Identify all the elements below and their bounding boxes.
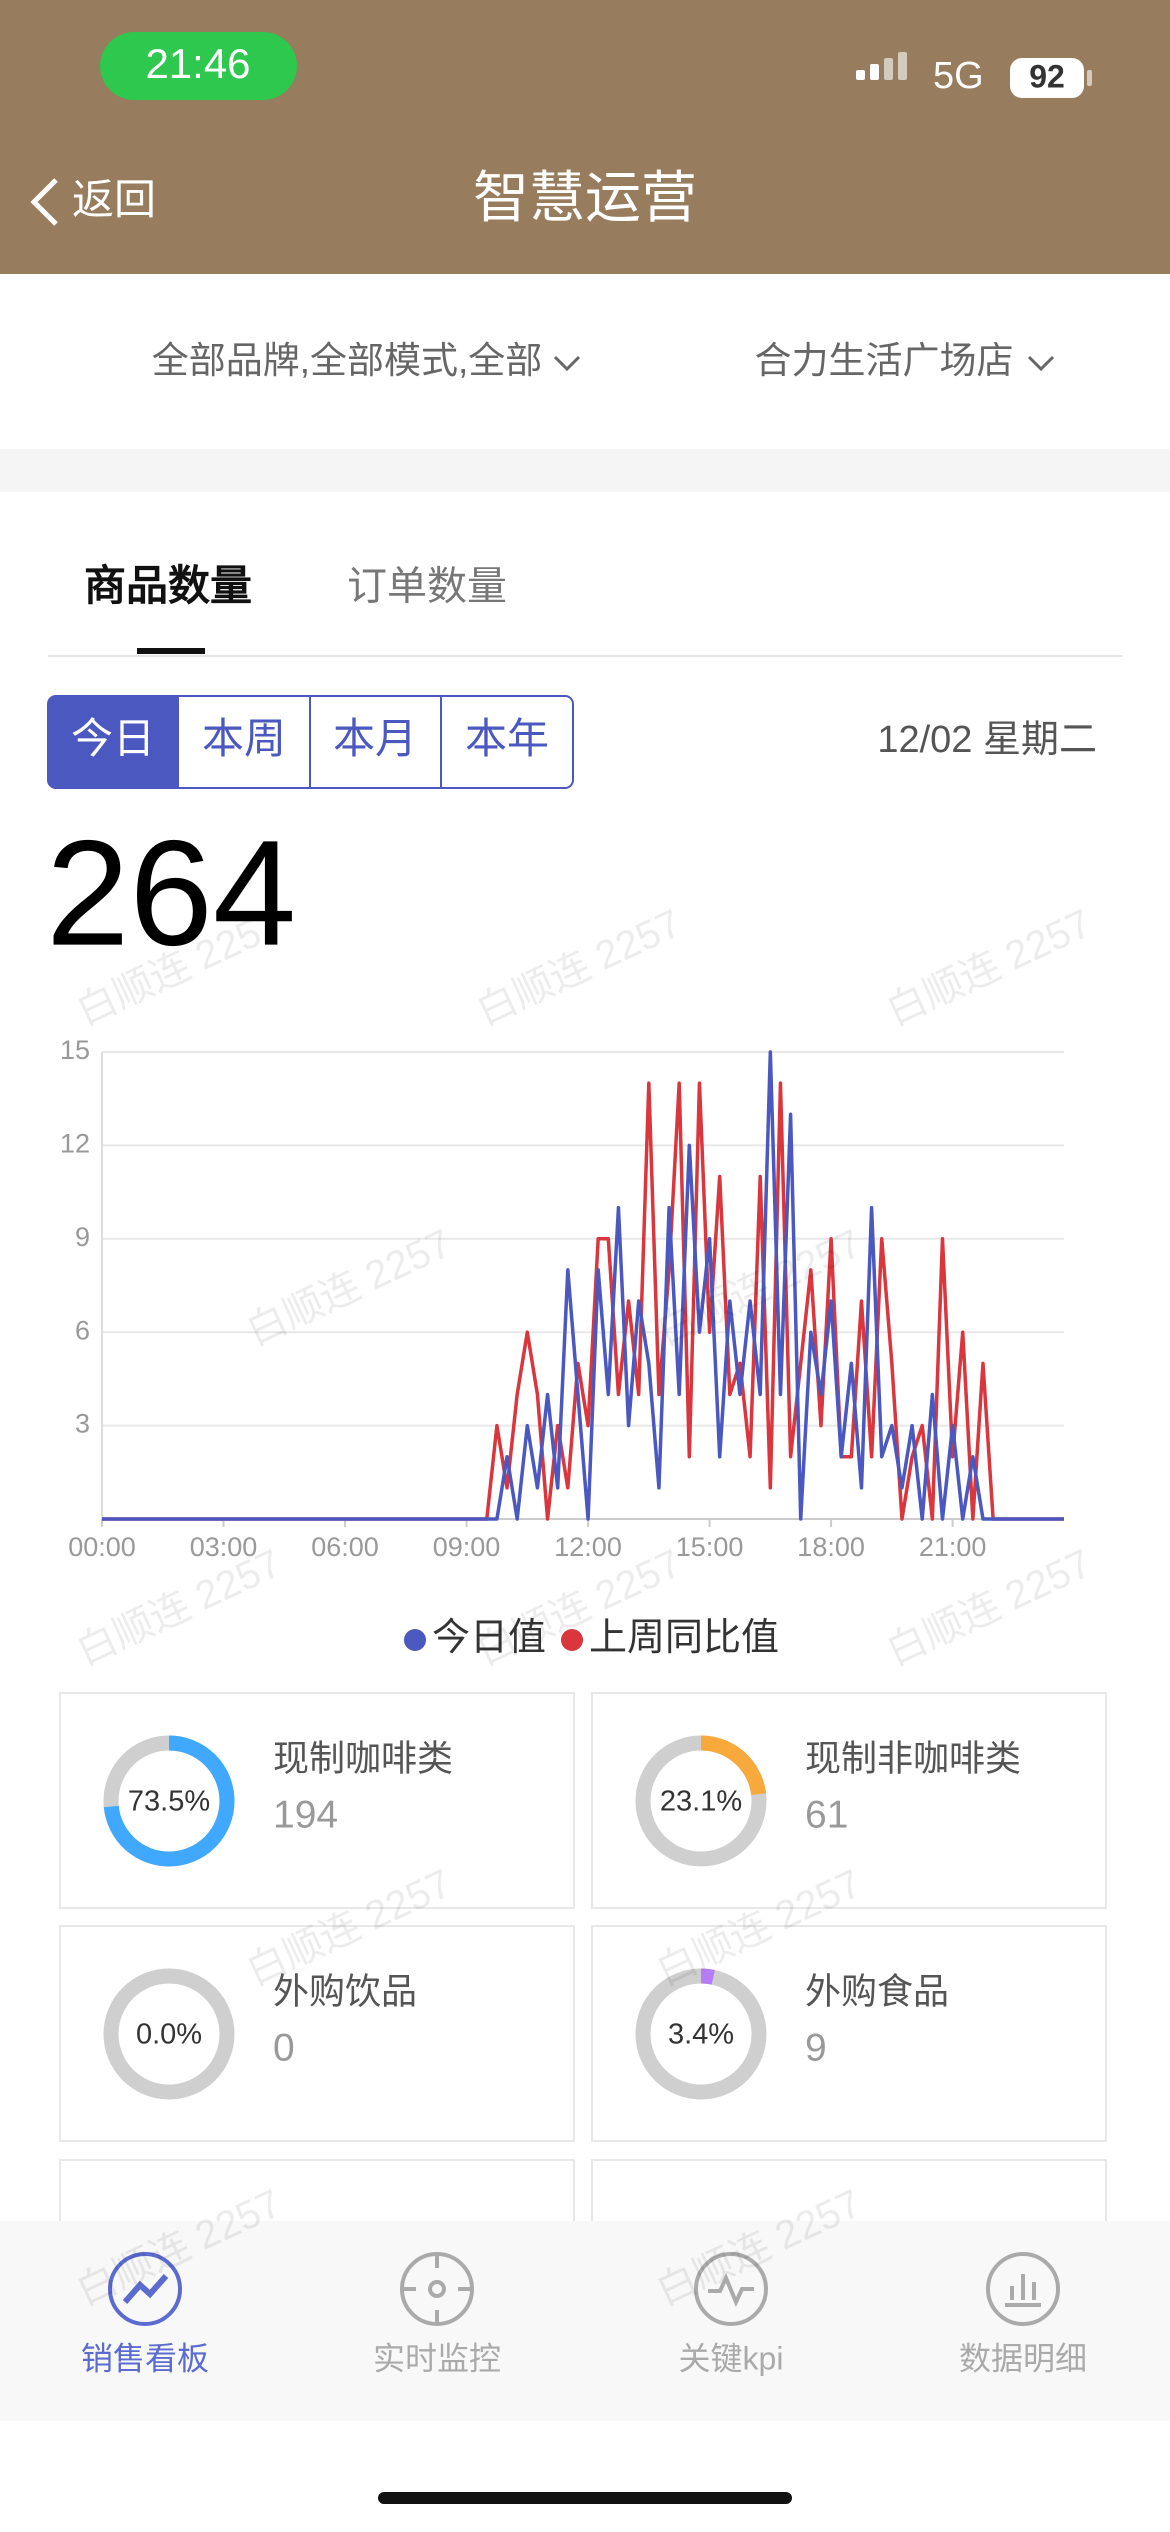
donut-arc: [103, 1735, 235, 1867]
home-indicator: [378, 2492, 792, 2504]
y-tick-label: 3: [75, 1409, 90, 1439]
brand-filter[interactable]: 全部品牌,全部模式,全部: [152, 340, 543, 381]
page-title: 智慧运营: [473, 166, 697, 229]
x-tick-label: 12:00: [554, 1532, 622, 1562]
back-icon[interactable]: [30, 178, 58, 226]
signal-icon: [856, 52, 907, 80]
y-tick-label: 15: [60, 1035, 90, 1065]
donut-arc: [635, 1735, 767, 1867]
donut-arc: [635, 1968, 767, 2100]
time-pill: [100, 32, 297, 100]
nav-icon[interactable]: [108, 2252, 1060, 2326]
donut-label: 3.4%: [668, 2019, 734, 2051]
tab-underline: [137, 648, 205, 654]
network-label: 5G: [933, 55, 984, 97]
dropdown-icon[interactable]: [553, 355, 581, 372]
back-button[interactable]: 返回: [72, 176, 156, 223]
x-tick-label: 03:00: [190, 1532, 258, 1562]
card-name: 现制咖啡类: [273, 1738, 453, 1779]
y-tick-label: 12: [60, 1129, 90, 1159]
battery-tip: [1087, 70, 1092, 86]
nav-label[interactable]: 数据明细: [959, 2340, 1087, 2376]
donut-label: 0.0%: [136, 2019, 202, 2051]
card-name: 外购食品: [805, 1971, 949, 2012]
legend-marker: [404, 1629, 426, 1651]
x-tick-label: 09:00: [433, 1532, 501, 1562]
period-button[interactable]: 本月: [333, 715, 417, 762]
y-tick-label: 6: [75, 1315, 90, 1345]
card: [591, 1692, 1107, 1909]
watermark: 白顺连 2257: [880, 901, 1098, 1034]
series-line: [102, 1050, 1064, 1521]
card-count: 61: [805, 1793, 848, 1836]
status-time: 21:46: [145, 40, 250, 87]
tab-bar: [0, 2221, 1170, 2421]
watermark: 白顺连 2257: [240, 1221, 458, 1354]
date-label: 12/02 星期二: [877, 719, 1097, 761]
separator: [0, 449, 1170, 492]
total-value: 264: [46, 809, 296, 977]
card: [591, 2159, 1107, 2221]
battery-level: 92: [1029, 58, 1065, 94]
card: [59, 2159, 575, 2221]
card-name: 现制非咖啡类: [805, 1738, 1021, 1779]
card: [591, 1925, 1107, 2142]
period-button[interactable]: 今日: [71, 715, 155, 762]
watermark: 白顺连 2257: [880, 1541, 1098, 1674]
line-chart: 3 6 9 12 15 00:00 03:00 06:00 09:00 12:00 15:00 18:…: [60, 1035, 1064, 1659]
nav-label[interactable]: 实时监控: [373, 2340, 501, 2376]
y-tick-label: 9: [75, 1222, 90, 1252]
x-tick-label: 21:00: [919, 1532, 987, 1562]
card-name: 外购饮品: [273, 1971, 417, 2012]
period-button[interactable]: 本年: [465, 715, 549, 762]
donut-label: 23.1%: [660, 1786, 742, 1818]
donut-track: [103, 1968, 235, 2100]
card-count: 9: [805, 2026, 827, 2069]
legend-label: 上周同比值: [589, 1617, 779, 1659]
period-active-bg: [48, 696, 179, 788]
nav-label[interactable]: 关键kpi: [679, 2340, 784, 2376]
battery-icon: [1010, 58, 1084, 98]
card-count: 0: [273, 2026, 295, 2069]
x-tick-label: 06:00: [311, 1532, 379, 1562]
tab-active[interactable]: 商品数量: [84, 562, 252, 609]
category-cards: 73.5% 现制咖啡类 194 23.1% 现制非咖啡类 61 0.0% 外购饮品 0 3.4% 外…: [59, 1692, 1107, 2221]
card: [59, 1925, 575, 2142]
x-tick-label: 15:00: [676, 1532, 744, 1562]
donut-label: 73.5%: [128, 1786, 210, 1818]
period-button[interactable]: 本周: [202, 715, 286, 762]
watermark: 白顺连 2257: [470, 901, 688, 1034]
x-tick-label: 18:00: [797, 1532, 865, 1562]
store-filter[interactable]: 合力生活广场店: [755, 340, 1014, 381]
card-count: 194: [273, 1793, 338, 1836]
x-tick-label: 00:00: [68, 1532, 136, 1562]
legend-marker: [561, 1629, 584, 1651]
nav-label[interactable]: 销售看板: [81, 2340, 209, 2376]
legend-label: 今日值: [432, 1617, 546, 1659]
dropdown-icon[interactable]: [1027, 355, 1055, 372]
tab[interactable]: 订单数量: [347, 565, 507, 609]
card: [59, 1692, 575, 1909]
